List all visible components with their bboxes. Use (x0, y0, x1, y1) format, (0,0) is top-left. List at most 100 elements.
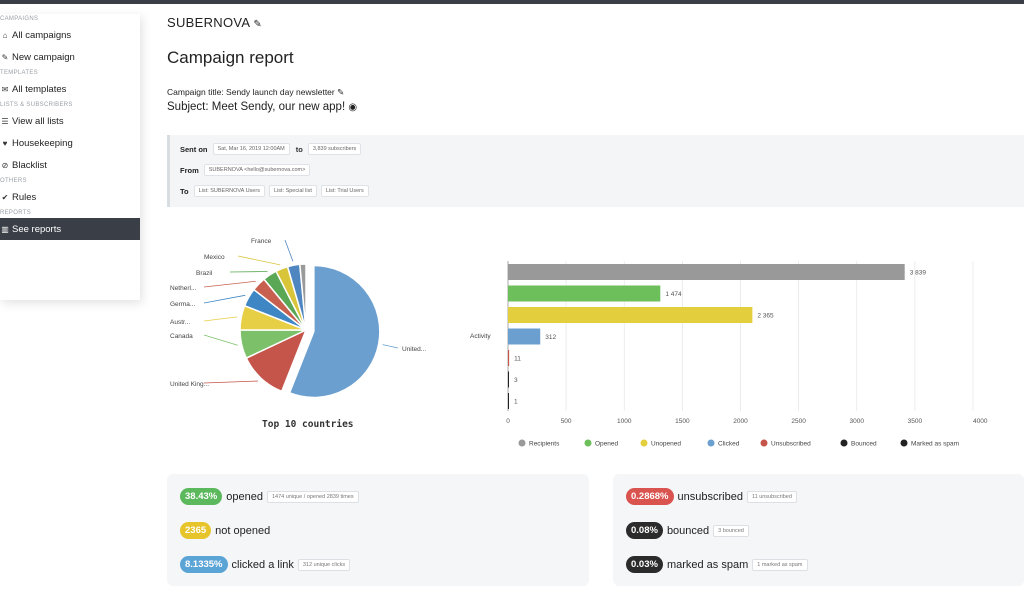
bar[interactable] (508, 371, 509, 388)
subject-text: Subject: Meet Sendy, our new app! (167, 101, 346, 113)
stat-detail: 312 unique clicks (297, 558, 351, 571)
x-tick-label: 2000 (733, 418, 748, 425)
bar-value-label: 2 365 (757, 313, 774, 320)
pie-slice[interactable] (288, 264, 381, 399)
sidebar-item-label: Rules (12, 191, 37, 203)
sent-on-row: Sent on Sat, Mar 16, 2019 12:00AM to 3,8… (180, 143, 365, 155)
legend-marker[interactable] (760, 439, 768, 447)
sidebar-section-title: OTHERS (0, 178, 27, 184)
sidebar-item-all-templates[interactable]: ✉ All templates (0, 78, 140, 100)
legend-marker[interactable] (707, 439, 715, 447)
y-axis-label: Activity (470, 333, 491, 340)
legend-marker[interactable] (640, 439, 648, 447)
legend-label[interactable]: Clicked (718, 441, 740, 448)
to-label: to (295, 144, 303, 154)
legend-marker[interactable] (518, 439, 526, 447)
sidebar-item-new-campaign[interactable]: ✎ New campaign (0, 46, 140, 68)
stat-row: 0.03% marked as spam 1 marked as spam (626, 556, 808, 573)
home-icon: ⌂ (2, 30, 8, 40)
ban-icon: ⊘ (1, 160, 9, 170)
subscriber-count: 3,839 subscribers (307, 143, 362, 155)
pie-label-line (284, 239, 294, 262)
x-tick-label: 1000 (617, 418, 632, 425)
legend-label[interactable]: Bounced (851, 441, 877, 448)
pie-label-line (203, 334, 238, 346)
stat-row: 0.08% bounced 3 bounced (626, 522, 749, 539)
stat-badge: 38.43% (180, 488, 223, 505)
pie-label-line (382, 344, 399, 349)
countries-pie-chart: United... United King... Canada Austr... Ger… (170, 238, 426, 399)
pie-slice[interactable] (298, 263, 307, 331)
bar[interactable] (508, 285, 661, 302)
legend-label[interactable]: Unopened (651, 441, 681, 448)
bar[interactable] (508, 328, 541, 345)
sidebar-item-label: Blacklist (12, 159, 47, 171)
bar-value-label: 1 (514, 399, 518, 406)
stat-row: 8.1335% clicked a link 312 unique clicks (180, 556, 351, 573)
eye-icon[interactable]: ◉ (348, 102, 358, 113)
stat-label: opened (226, 490, 263, 503)
list-pill[interactable]: List: Special list (268, 185, 317, 197)
sidebar-item-housekeeping[interactable]: ♥ Housekeeping (0, 132, 140, 154)
brand-label: SUBERNOVA (167, 15, 251, 30)
top-bar (0, 0, 1024, 4)
sidebar-item-label: See reports (12, 223, 62, 235)
pie-label-line (229, 271, 268, 273)
sidebar-item-blacklist[interactable]: ⊘ Blacklist (0, 154, 140, 176)
x-tick-label: 4000 (973, 418, 988, 425)
pencil-icon[interactable]: ✎ (337, 87, 345, 97)
pie-slice-label: Canada (170, 333, 193, 340)
pie-slice-label: Austr... (170, 319, 190, 326)
sidebar-item-label: View all lists (12, 115, 64, 127)
bar[interactable] (508, 264, 905, 280)
sidebar-item-all-campaigns[interactable]: ⌂ All campaigns (0, 24, 140, 46)
legend-label[interactable]: Recipients (529, 441, 560, 448)
x-tick-label: 1500 (675, 418, 690, 425)
pie-label-line (203, 316, 238, 322)
sent-on-value: Sat, Mar 16, 2019 12:00AM (212, 143, 290, 155)
envelope-icon: ✉ (1, 84, 9, 94)
list-pill[interactable]: List: SUBERNOVA Users (193, 185, 265, 197)
legend-label[interactable]: Opened (595, 441, 619, 448)
stat-badge: 0.2868% (626, 488, 674, 505)
sidebar-item-view-all-lists[interactable]: ☰ View all lists (0, 110, 140, 132)
pie-slice-label: Mexico (204, 254, 225, 261)
brand-name[interactable]: SUBERNOVA ✎ (167, 15, 262, 30)
sent-on-label: Sent on (180, 144, 208, 154)
legend-marker[interactable] (584, 439, 592, 447)
list-pill[interactable]: List: Trial Users (320, 185, 369, 197)
x-tick-label: 500 (561, 418, 572, 425)
pie-slice-label: Germa... (170, 301, 195, 308)
sidebar-section-title: LISTS & SUBSCRIBERS (0, 102, 73, 108)
sidebar-item-label: All campaigns (12, 29, 72, 41)
stat-row: 0.2868% unsubscribed 11 unsubscribed (626, 488, 797, 505)
stat-badge: 0.08% (626, 522, 663, 539)
legend-marker[interactable] (840, 439, 848, 447)
stat-badge: 8.1335% (180, 556, 228, 573)
list-icon: ☰ (1, 116, 9, 126)
pie-slice-label: United... (402, 346, 426, 353)
from-row: From SUBERNOVA <hello@subernova.com> (180, 164, 314, 176)
stat-detail: 1 marked as spam (752, 558, 808, 571)
legend-marker[interactable] (900, 439, 908, 447)
bar[interactable] (508, 350, 510, 366)
chart-icon: ▥ (1, 224, 9, 234)
sidebar-section-title: REPORTS (0, 210, 31, 216)
legend-label[interactable]: Marked as spam (911, 441, 959, 448)
x-tick-label: 0 (506, 418, 510, 425)
stat-row: 2365 not opened (180, 522, 274, 539)
stat-label: not opened (215, 524, 271, 537)
legend-label[interactable]: Unsubscribed (771, 441, 811, 448)
pie-slice-label: France (251, 238, 272, 245)
pie-label-line (203, 380, 259, 384)
x-tick-label: 3500 (908, 418, 923, 425)
from-label: From (180, 165, 199, 175)
pencil-icon[interactable]: ✎ (253, 19, 263, 30)
sidebar-item-rules[interactable]: ✔ Rules (0, 186, 140, 208)
bar-value-label: 3 (514, 377, 518, 384)
pie-label-line (203, 294, 246, 304)
bar[interactable] (508, 393, 509, 409)
bar[interactable] (508, 307, 753, 323)
bar-value-label: 1 474 (665, 291, 682, 298)
sidebar-item-see-reports[interactable]: ▥ See reports (0, 218, 140, 240)
